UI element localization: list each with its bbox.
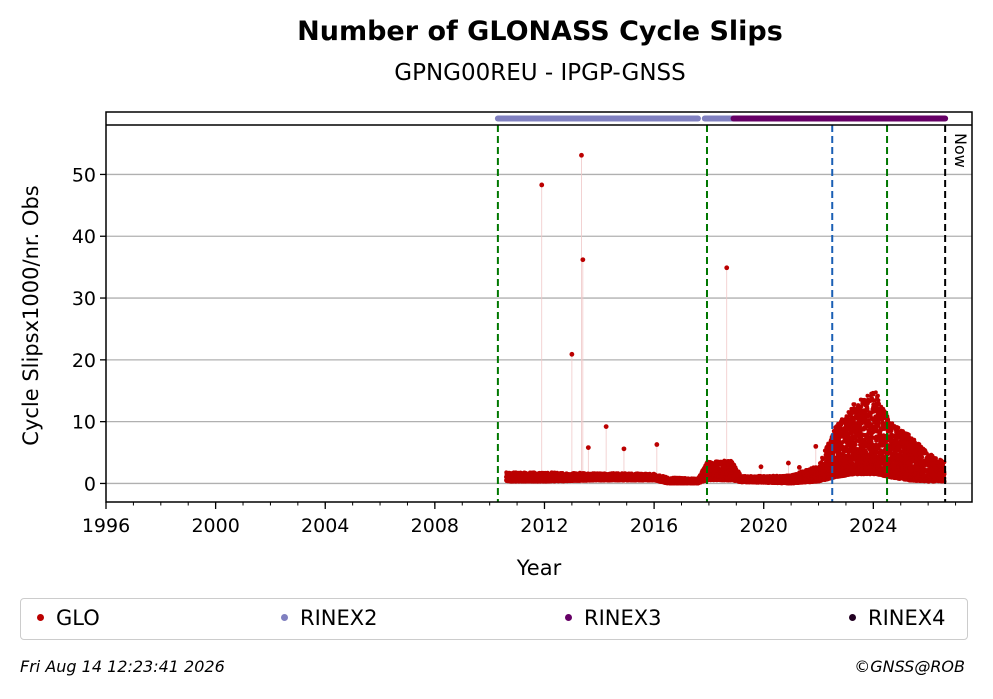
data-point	[852, 402, 857, 407]
chart-title: Number of GLONASS Cycle Slips	[297, 16, 783, 47]
data-point	[853, 442, 858, 447]
chart-subtitle: GPNG00REU - IPGP-GNSS	[394, 60, 686, 86]
data-cloud	[504, 390, 947, 486]
